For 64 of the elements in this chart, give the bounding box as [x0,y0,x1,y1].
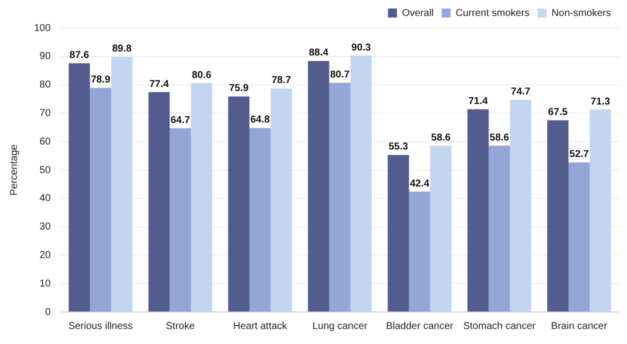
data-label: 78.9 [90,74,111,86]
bar [68,63,90,312]
y-tick-label: 100 [34,22,52,34]
y-tick-label: 30 [40,222,52,233]
bar [568,162,590,312]
data-label: 77.4 [149,78,170,90]
bar [249,128,271,312]
bar [510,100,532,312]
data-label: 67.5 [548,107,568,118]
y-tick-label: 60 [40,136,52,148]
y-axis-title: Percentage [8,144,20,196]
legend-label: Non-smokers [552,8,612,19]
y-tick-label: 50 [40,164,52,176]
data-label: 52.7 [569,149,590,160]
y-tick-label: 20 [40,250,52,261]
data-label: 55.3 [388,142,408,153]
bar [408,192,430,312]
data-label: 71.3 [590,96,611,108]
x-tick-label: Stroke [166,320,196,332]
x-tick-label: Serious illness [68,320,133,332]
data-label: 42.4 [410,178,430,190]
bar [547,120,568,312]
bar [228,96,250,312]
bar [590,110,612,312]
bar [308,60,330,312]
y-tick-label: 70 [40,108,52,119]
data-label: 75.9 [229,83,249,94]
bar [350,56,372,312]
y-tick-label: 40 [40,193,52,204]
x-tick-label: Heart attack [233,320,288,332]
data-label: 88.4 [308,48,329,59]
bar [430,146,452,312]
data-label: 64.8 [250,114,270,126]
x-tick-label: Stomach cancer [463,320,536,332]
x-tick-label: Brain cancer [551,320,608,332]
y-tick-label: 10 [40,278,52,290]
data-label: 80.7 [330,70,350,81]
y-tick-label: 90 [40,51,52,62]
legend-label: Overall [402,8,434,19]
bar [467,109,489,312]
data-label: 74.7 [510,86,531,98]
y-tick-label: 0 [45,306,52,318]
data-label: 87.6 [70,50,90,61]
bar [90,88,112,312]
data-label: 89.8 [112,44,132,55]
bar [170,128,191,312]
y-tick-label: 80 [40,80,52,91]
bar [111,56,132,312]
data-label: 71.4 [468,96,488,107]
x-tick-label: Bladder cancer [386,320,454,332]
data-label: 58.6 [431,132,452,144]
data-label: 80.6 [192,70,212,81]
data-label: 90.3 [351,42,372,54]
legend-label: Current smokers [456,8,530,19]
data-label: 78.7 [272,75,292,86]
bar [148,92,170,312]
x-tick-label: Lung cancer [312,320,368,332]
data-label: 64.7 [170,115,190,126]
bar [488,146,510,312]
data-label: 58.6 [490,132,510,144]
bar [270,88,292,312]
bar [329,82,350,312]
bar [388,154,409,312]
bar [190,83,212,312]
